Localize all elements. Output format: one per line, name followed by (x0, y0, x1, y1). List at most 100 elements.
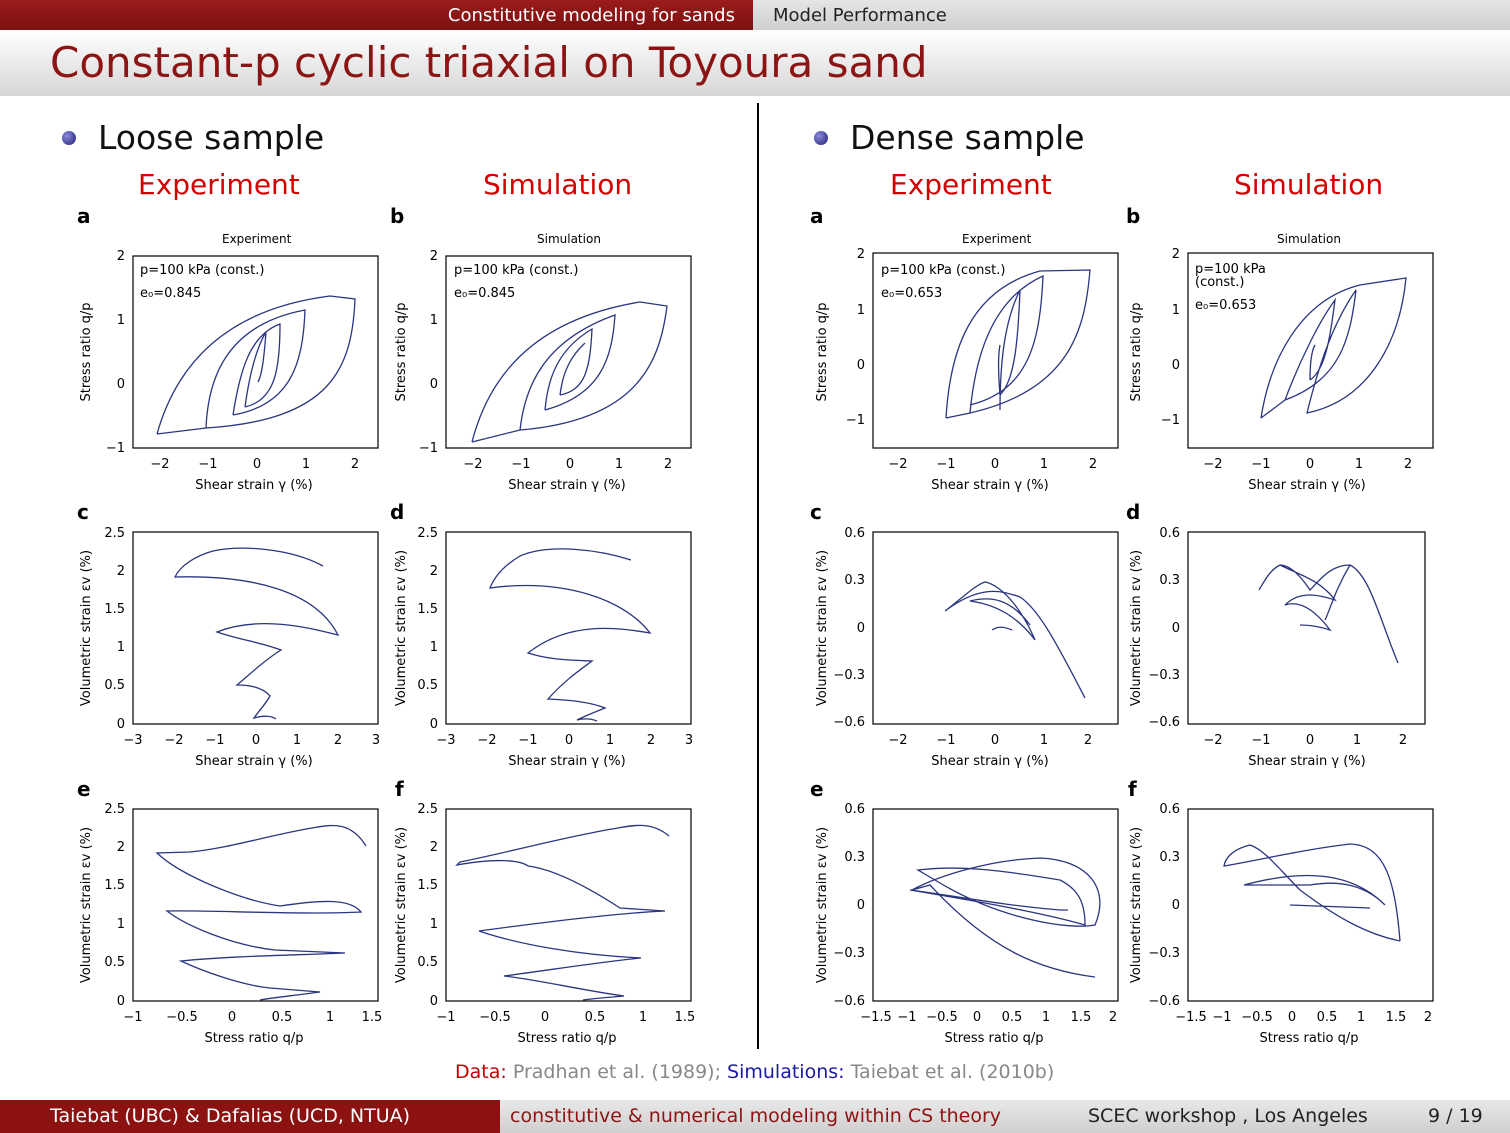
tick-label: 1 (302, 457, 310, 472)
annotation-text: e₀=0.845 (140, 286, 201, 301)
tick-label: 0.3 (844, 850, 865, 865)
tick-label: 0 (857, 358, 865, 373)
tick-label: 0 (117, 377, 125, 392)
tick-label: 2.5 (417, 526, 438, 541)
tick-label: 1 (1172, 303, 1180, 318)
tick-label: 1 (639, 1010, 647, 1025)
panel-label-d: d (1126, 500, 1141, 524)
panel-label-a: a (77, 204, 91, 228)
tick-label: 0.5 (1002, 1010, 1023, 1025)
plot-frame-loose-e (132, 808, 379, 1002)
tick-label: 0.6 (1159, 526, 1180, 541)
footer-info-bar: constitutive & numerical modeling within… (500, 1100, 1510, 1133)
dense-sample-heading: Dense sample (850, 118, 1085, 157)
curve-loose-a (156, 295, 356, 435)
tick-label: 2.5 (104, 802, 125, 817)
tick-label: 2 (1424, 1010, 1432, 1025)
tick-label: 1 (1357, 1010, 1365, 1025)
tick-label: −1 (936, 457, 955, 472)
axis-label-y: Volumetric strain εv (%) (815, 550, 830, 706)
axis-label-x: Shear strain γ (%) (195, 478, 312, 493)
nav-subsection[interactable]: Model Performance (773, 5, 947, 26)
tick-label: 1.5 (1386, 1010, 1407, 1025)
tick-label: 0 (1172, 621, 1180, 636)
dense-simulation-heading: Simulation (1234, 168, 1384, 201)
bullet-icon (62, 131, 76, 145)
tick-label: 0 (253, 457, 261, 472)
axis-label-x: Shear strain γ (%) (508, 478, 625, 493)
tick-label: −2 (1203, 457, 1222, 472)
axis-label-x: Shear strain γ (%) (1248, 754, 1365, 769)
tick-label: 1 (430, 640, 438, 655)
tick-label: −1.5 (1175, 1010, 1207, 1025)
tick-label: −0.5 (926, 1010, 958, 1025)
tick-label: 1 (1040, 457, 1048, 472)
tick-label: −1 (123, 1010, 142, 1025)
tick-label: 0 (991, 733, 999, 748)
plot-title: Simulation (1277, 232, 1341, 246)
tick-label: 0 (1172, 898, 1180, 913)
axis-label-y: Volumetric strain εv (%) (79, 550, 94, 706)
axis-label-x: Shear strain γ (%) (508, 754, 625, 769)
tick-label: −0.5 (1241, 1010, 1273, 1025)
annotation-text: e₀=0.653 (1195, 298, 1256, 313)
tick-label: 1 (117, 917, 125, 932)
tick-label: −3 (123, 733, 142, 748)
tick-label: 2 (664, 457, 672, 472)
tick-label: 1 (606, 733, 614, 748)
panel-label-a: a (810, 204, 824, 228)
panel-label-e: e (810, 777, 824, 801)
curve-loose-f (455, 824, 670, 1001)
curve-loose-e (155, 824, 367, 1001)
nav-right-bar: Model Performance (753, 0, 1510, 30)
curve-dense-e (909, 857, 1101, 978)
tick-label: 0 (1306, 457, 1314, 472)
tick-label: 1 (117, 640, 125, 655)
tick-label: 0.5 (417, 678, 438, 693)
tick-label: −2 (888, 733, 907, 748)
tick-label: −1 (936, 733, 955, 748)
plot-frame-dense-d (1187, 531, 1426, 725)
plot-frame-loose-d (445, 531, 692, 725)
annotation-text: (const.) (1195, 275, 1245, 290)
tick-label: −2 (888, 457, 907, 472)
plot-frame-loose-c (132, 531, 379, 725)
tick-label: −2 (1203, 733, 1222, 748)
tick-label: 1 (1353, 733, 1361, 748)
tick-label: 0 (117, 994, 125, 1009)
tick-label: −0.3 (1148, 668, 1180, 683)
panel-label-c: c (810, 500, 822, 524)
annotation-text: p=100 kPa (1195, 262, 1266, 277)
annotation-text: e₀=0.845 (454, 286, 515, 301)
curve-dense-d (1258, 564, 1399, 664)
tick-label: 0 (1172, 358, 1180, 373)
tick-label: −2 (150, 457, 169, 472)
axis-label-y: Volumetric strain εv (%) (79, 827, 94, 983)
slide-title: Constant-p cyclic triaxial on Toyoura sa… (50, 38, 928, 87)
plot-frame-dense-a (872, 252, 1119, 449)
curve-loose-c (173, 547, 340, 720)
nav-left-bar: Constitutive modeling for sands (0, 0, 753, 30)
tick-label: 0.3 (844, 573, 865, 588)
panel-label-d: d (390, 500, 405, 524)
tick-label: 2 (647, 733, 655, 748)
plot-title: Experiment (222, 232, 292, 246)
nav-section-current[interactable]: Constitutive modeling for sands (447, 5, 735, 26)
axis-label-x: Stress ratio q/p (944, 1031, 1043, 1046)
tick-label: 2 (430, 564, 438, 579)
tick-label: 0 (973, 1010, 981, 1025)
tick-label: −1 (198, 457, 217, 472)
loose-experiment-heading: Experiment (138, 168, 300, 201)
footer-authors-bar: Taiebat (UBC) & Dafalias (UCD, NTUA) (0, 1100, 500, 1133)
tick-label: 0 (991, 457, 999, 472)
tick-label: 1.5 (362, 1010, 383, 1025)
section-navigation: Constitutive modeling for sands Model Pe… (0, 0, 1510, 30)
tick-label: −0.6 (833, 715, 865, 730)
tick-label: 1.5 (1071, 1010, 1092, 1025)
tick-label: −0.3 (833, 946, 865, 961)
tick-label: −0.6 (833, 994, 865, 1009)
axis-label-y: Volumetric strain εv (%) (394, 827, 409, 983)
tick-label: −3 (436, 733, 455, 748)
axis-label-x: Stress ratio q/p (517, 1031, 616, 1046)
data-credit-label: Data: (455, 1061, 507, 1083)
